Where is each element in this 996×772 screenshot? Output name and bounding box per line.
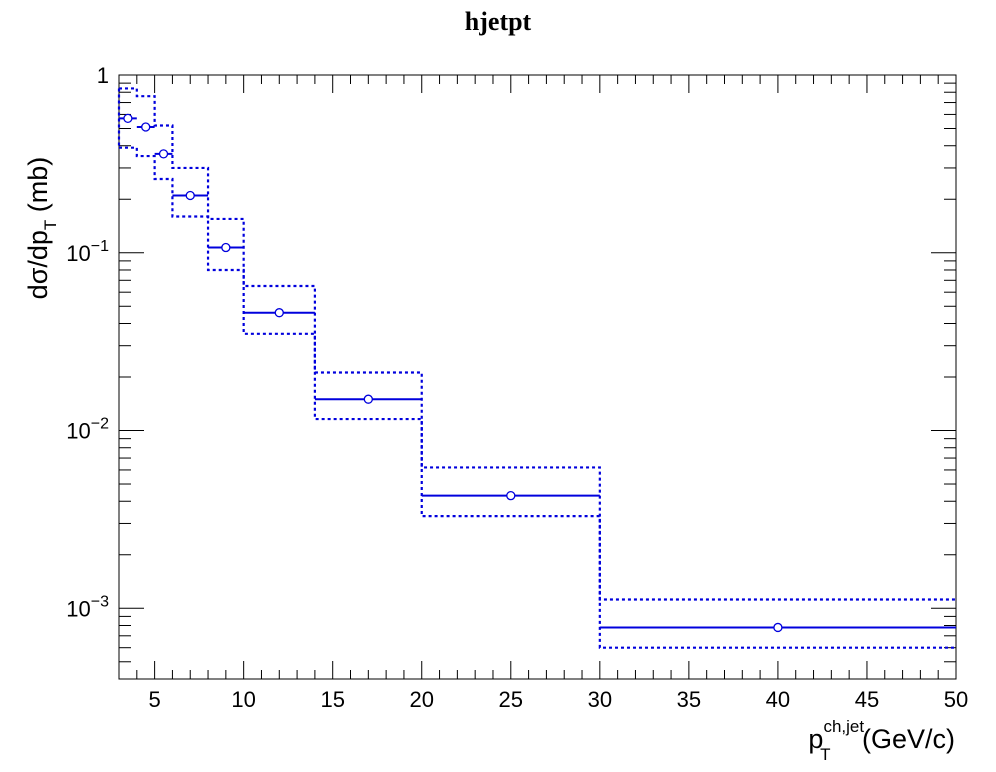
chart-title: hjetpt: [465, 7, 532, 36]
y-axis-label-sub: T: [41, 220, 60, 230]
data-point: [141, 122, 151, 132]
axis-ticks: [118, 74, 957, 680]
x-tick-labels: 5 10 15 20 25 30 35 40 45 50: [148, 687, 968, 712]
data-point: [506, 491, 516, 501]
data-point: [773, 622, 783, 633]
y-tick-labels: 1 10−1 10−2 10−3: [66, 63, 109, 621]
x-tick-label: 30: [588, 687, 612, 712]
data-point: [123, 113, 133, 124]
x-axis-label-unit: (GeV/c): [862, 724, 955, 754]
data-series: [119, 113, 956, 633]
x-axis-label-sup: ch,jet: [823, 717, 864, 736]
data-point: [274, 308, 284, 318]
band-lower-line: [119, 146, 956, 649]
x-axis-label-sub: T: [820, 745, 830, 764]
x-tick-label: 50: [944, 687, 968, 712]
x-tick-label: 20: [410, 687, 434, 712]
uncertainty-bands: [117, 87, 956, 649]
data-point: [221, 242, 231, 253]
y-tick-label: 10−2: [66, 416, 109, 444]
y-tick-label: 10−3: [66, 593, 109, 621]
plot-frame: [118, 74, 957, 680]
y-axis-label-unit: (mb): [23, 157, 53, 213]
band-upper-line: [119, 87, 956, 601]
x-tick-label: 25: [499, 687, 523, 712]
x-axis-label: pch,jet T (GeV/c): [808, 717, 955, 764]
x-tick-label: 15: [320, 687, 344, 712]
y-tick-label: 10−1: [66, 238, 109, 266]
x-tick-label: 40: [766, 687, 790, 712]
x-tick-label: 45: [855, 687, 879, 712]
x-tick-label: 10: [231, 687, 255, 712]
x-tick-label: 5: [148, 687, 160, 712]
data-point: [363, 394, 373, 404]
y-axis-label: dσ/dpT (mb): [23, 157, 60, 300]
plot-frame-rect: [118, 74, 957, 680]
y-tick-label: 1: [97, 63, 109, 88]
data-point: [185, 190, 195, 201]
data-point: [158, 149, 169, 159]
x-tick-label: 35: [677, 687, 701, 712]
